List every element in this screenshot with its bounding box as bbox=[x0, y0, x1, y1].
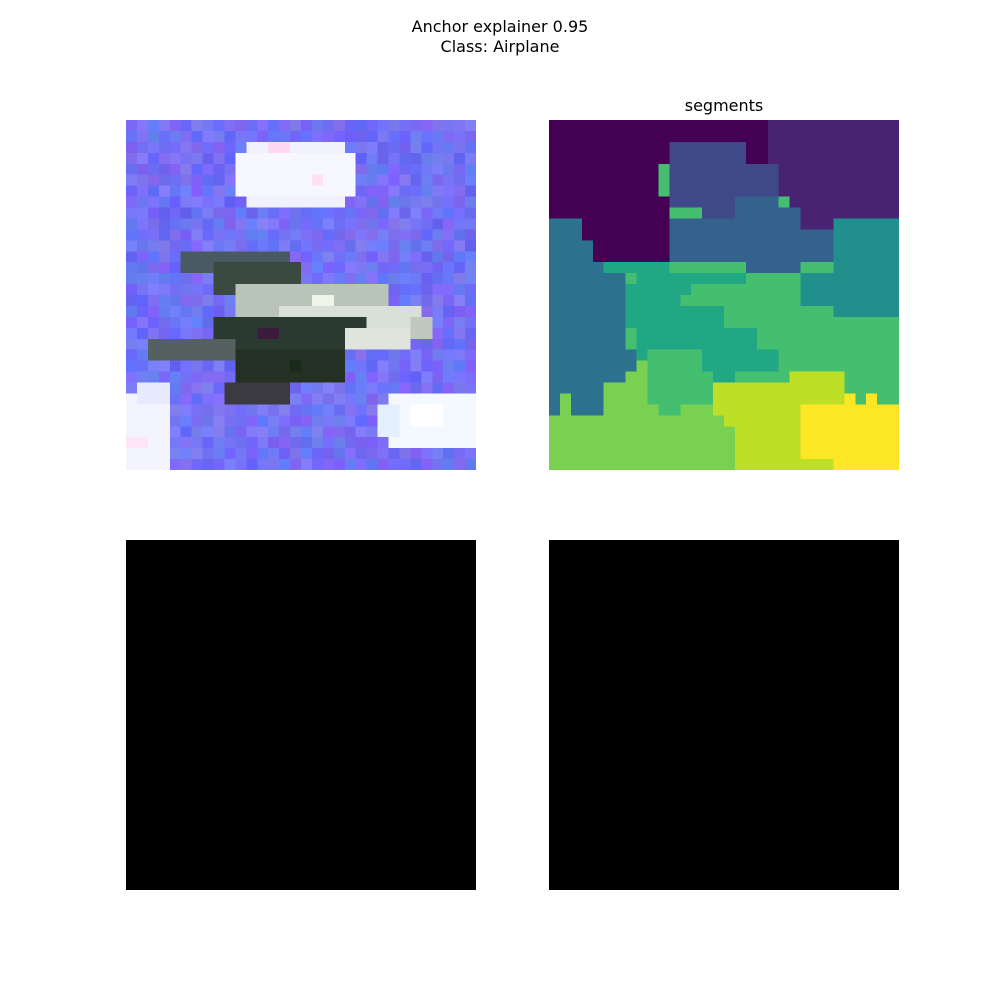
cloud-bottom-left bbox=[126, 382, 170, 470]
figure-title: Anchor explainer 0.95 Class: Airplane bbox=[0, 17, 1000, 57]
segments-image bbox=[549, 120, 899, 470]
input-image-panel bbox=[126, 120, 476, 470]
segment-2 bbox=[669, 141, 779, 219]
segment-3 bbox=[669, 196, 834, 274]
segment-10-fill bbox=[800, 393, 899, 470]
input-image bbox=[126, 120, 476, 470]
segment-8 bbox=[549, 360, 735, 470]
cloud-bottom-right bbox=[377, 393, 476, 449]
airplane bbox=[147, 251, 433, 405]
segments-panel bbox=[549, 120, 899, 470]
segment-9 bbox=[713, 371, 845, 470]
anchor-mask-panel-1 bbox=[126, 540, 476, 890]
segment-1 bbox=[767, 120, 899, 230]
figure-title-line-2: Class: Airplane bbox=[440, 37, 560, 56]
anchor-mask-panel-2 bbox=[549, 540, 899, 890]
segments-panel-title: segments bbox=[684, 96, 764, 115]
figure-title-line-1: Anchor explainer 0.95 bbox=[411, 17, 589, 36]
segment-5 bbox=[800, 218, 899, 317]
cloud-top bbox=[235, 141, 356, 208]
